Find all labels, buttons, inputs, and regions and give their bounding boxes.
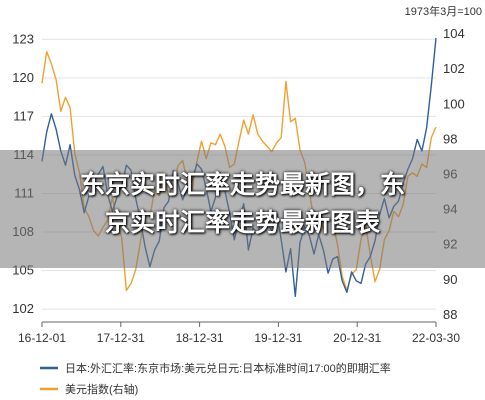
x-axis-ticks: 16-12-01 17-12-31 18-12-31 19-12-31 20-12-31… — [18, 322, 460, 345]
x-tick-label: 20-12-31 — [333, 331, 381, 345]
x-tick-label: 17-12-31 — [97, 331, 145, 345]
left-tick-label: 117 — [13, 108, 34, 123]
overlay-title-line-1: 东京实时汇率走势最新图，东 — [79, 170, 405, 199]
left-tick-label: 120 — [12, 70, 34, 85]
right-tick-label: 98 — [443, 131, 457, 146]
x-tick-label: 18-12-31 — [176, 331, 224, 345]
legend-label-dxy: 美元指数(右轴) — [65, 382, 138, 396]
right-tick-label: 102 — [443, 61, 465, 76]
right-tick-label: 90 — [443, 272, 457, 287]
right-tick-label: 88 — [443, 307, 457, 322]
axis-note: 1973年3月=100 — [405, 4, 482, 18]
watermark-band — [0, 150, 485, 268]
x-tick-label: 16-12-01 — [18, 331, 66, 345]
right-tick-label: 100 — [443, 96, 465, 111]
overlay-title: 东京实时汇率走势最新图，东 京实时汇率走势最新图表 — [0, 166, 485, 242]
x-tick-label: 19-12-31 — [254, 331, 302, 345]
overlay-title-line-2: 京实时汇率走势最新图表 — [104, 208, 380, 237]
x-tick-label: 22-03-30 — [412, 331, 460, 345]
legend-label-usdjpy: 日本:外汇汇率:东京市场:美元兑日元:日本标准时间17:00的即期汇率 — [65, 361, 391, 375]
left-tick-label: 102 — [12, 301, 34, 316]
left-tick-label: 123 — [12, 31, 34, 46]
right-tick-label: 104 — [443, 26, 465, 41]
legend: 日本:外汇汇率:东京市场:美元兑日元:日本标准时间17:00的即期汇率 美元指数… — [40, 361, 391, 396]
